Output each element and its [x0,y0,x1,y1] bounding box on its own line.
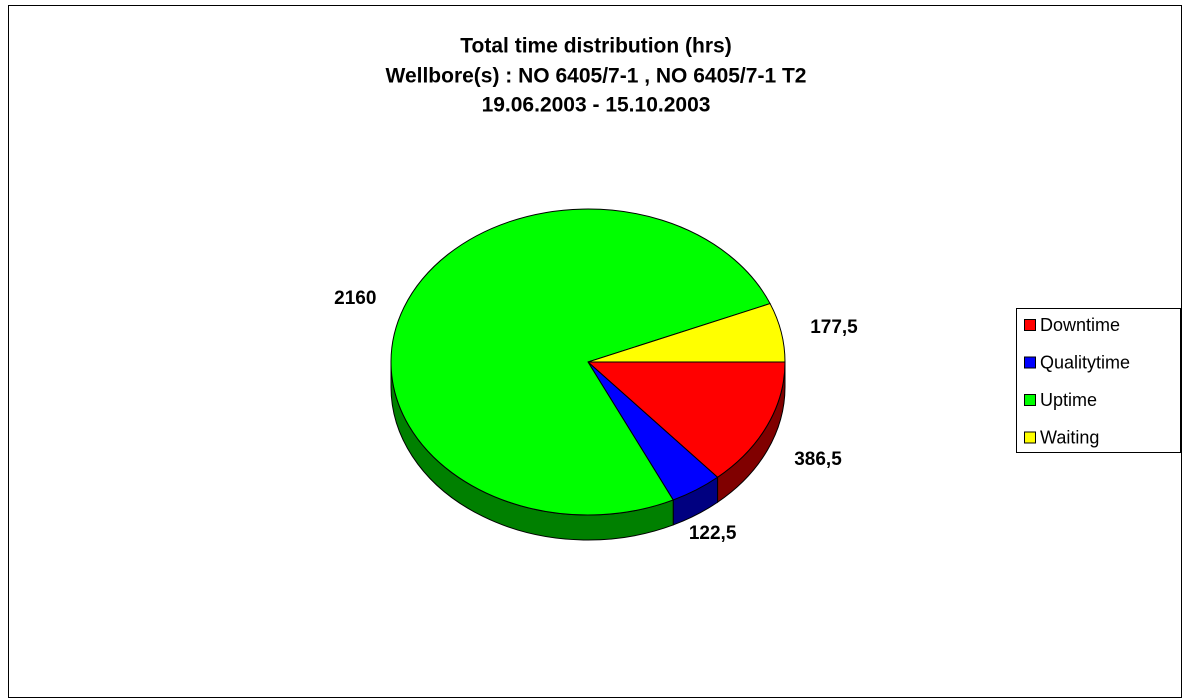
chart-subtitle: 19.06.2003 - 15.10.2003 [482,94,711,117]
legend-label: Downtime [1040,315,1120,335]
slice [390,208,771,516]
slice [586,361,786,478]
legend-swatch [1024,394,1036,406]
value-label: 2160 [334,288,376,309]
legend-label: Waiting [1040,427,1099,447]
value-label: 386,5 [794,449,842,470]
value-label: 122,5 [689,523,737,544]
value-label: 177,5 [810,317,858,338]
slice [587,302,786,363]
chart-title: Total time distribution (hrs) [460,35,731,58]
legend-swatch [1024,356,1036,369]
chart-subtitle: Wellbore(s) : NO 6405/7-1 , NO 6405/7-1 … [386,65,807,88]
legend-swatch [1024,431,1036,444]
legend-label: Uptime [1040,390,1097,410]
legend-swatch [1024,319,1036,331]
legend-label: Qualitytime [1040,352,1130,372]
legend-box [1016,308,1181,453]
